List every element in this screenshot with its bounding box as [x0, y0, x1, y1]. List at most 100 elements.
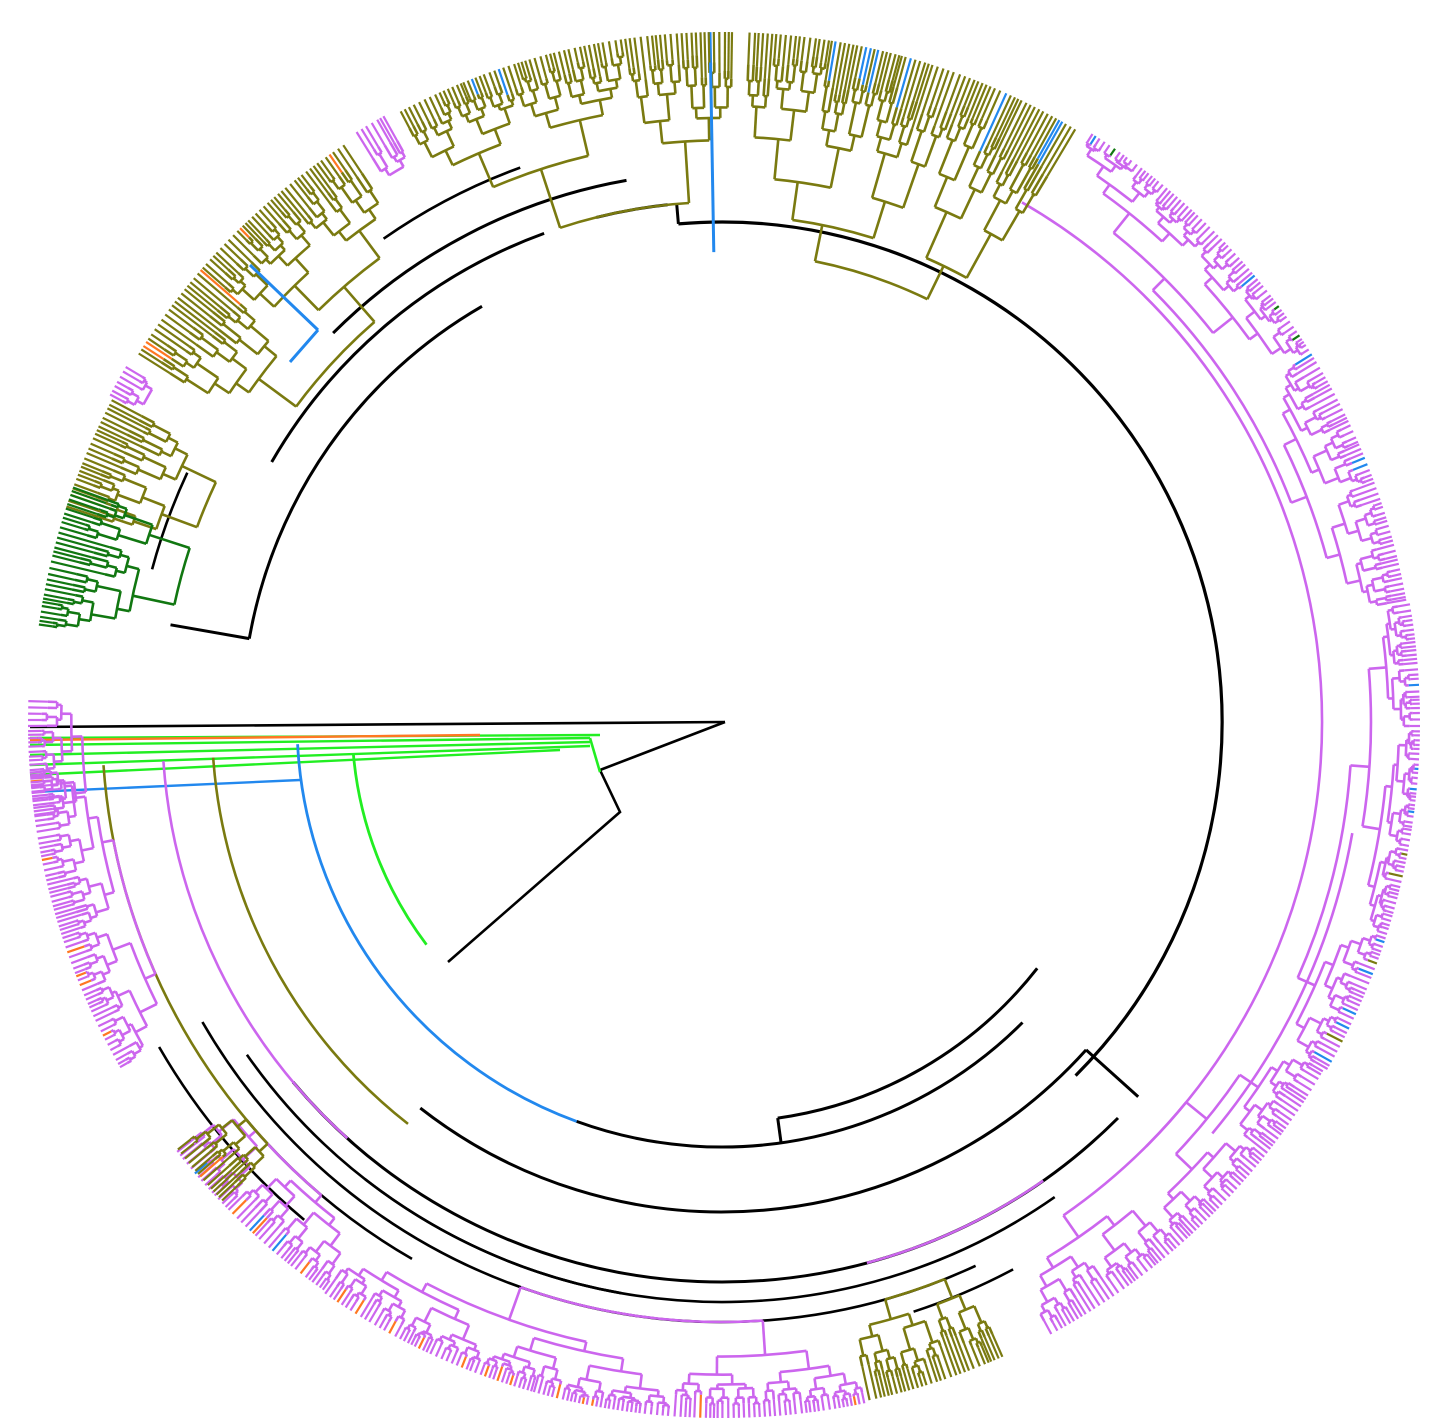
- olive-clade-branch: [984, 1327, 990, 1337]
- olive-clade-branch: [785, 64, 790, 82]
- magenta-clade-tip: [116, 380, 129, 389]
- magenta-clade-branch: [841, 1398, 845, 1403]
- magenta-clade-branch: [133, 1049, 142, 1056]
- olive-clade-branch: [937, 128, 944, 138]
- dark-green-clade-branch: [126, 564, 140, 571]
- magenta-clade-branch: [813, 1378, 818, 1390]
- magenta-clade-branch: [1338, 499, 1350, 507]
- olive-clade-node: [477, 105, 486, 112]
- dark-green-clade-tip: [49, 566, 77, 576]
- magenta-clade-tip: [1157, 183, 1164, 191]
- dark-green-clade-branch: [91, 521, 101, 527]
- magenta-clade-branch: [297, 1226, 309, 1240]
- olive-clade-branch: [162, 358, 176, 368]
- magenta-clade-branch: [1271, 308, 1276, 313]
- olive-clade-branch: [296, 222, 306, 233]
- olive-clade-branch: [185, 361, 195, 369]
- magenta-clade-tip: [537, 1378, 544, 1394]
- olive-clade-tip: [104, 411, 144, 433]
- olive-clade-branch: [681, 60, 685, 69]
- olive-clade-branch: [1001, 174, 1010, 187]
- olive-clade-branch: [224, 286, 232, 294]
- magenta-clade-branch: [1343, 457, 1351, 463]
- olive-clade-branch: [998, 148, 1006, 158]
- magenta-clade-branch: [1368, 666, 1387, 671]
- magenta-clade-branch: [1131, 1209, 1147, 1227]
- magenta-clade-branch: [1110, 164, 1117, 173]
- dark-green-clade-tip: [59, 526, 88, 537]
- magenta-clade-tip: [1383, 912, 1393, 918]
- magenta-clade-branch: [1039, 1313, 1046, 1322]
- magenta-clade-tip: [1316, 398, 1339, 412]
- olive-clade-tip: [100, 421, 128, 436]
- magenta-clade-tip: [1160, 190, 1172, 203]
- olive-clade-branch: [772, 58, 776, 66]
- magenta-clade-branch: [1211, 1187, 1218, 1193]
- magenta-clade-tip: [1406, 653, 1417, 657]
- magenta-clade-node: [1398, 838, 1402, 845]
- magenta-clade-branch: [394, 1315, 400, 1323]
- magenta-clade-tip: [1408, 633, 1415, 637]
- magenta-clade-branch: [1376, 533, 1380, 537]
- olive-clade-branch: [552, 67, 556, 72]
- dark-green-clade-branch: [108, 507, 117, 513]
- olive-clade-tip: [896, 56, 907, 89]
- magenta-clade-branch: [512, 1346, 519, 1358]
- olive-clade-branch: [581, 61, 586, 68]
- dark-green-clade-branch: [78, 561, 91, 567]
- magenta-clade-branch: [328, 1217, 336, 1226]
- olive-clade-tip: [755, 32, 760, 67]
- magenta-clade-branch: [1362, 936, 1371, 942]
- magenta-clade-branch: [1324, 984, 1333, 990]
- magenta-clade-branch: [495, 1366, 499, 1371]
- backbone-arc: [576, 1021, 1024, 1149]
- olive-clade-tip: [154, 328, 187, 352]
- olive-clade-branch: [889, 1369, 894, 1377]
- magenta-clade-branch: [1400, 629, 1406, 633]
- olive-clade-branch: [160, 450, 172, 458]
- magenta-clade-tip: [394, 1323, 403, 1338]
- olive-clade-branch: [170, 357, 185, 368]
- magenta-clade-node: [1276, 329, 1283, 336]
- magenta-clade-branch: [59, 864, 64, 869]
- magenta-clade-branch: [48, 792, 54, 796]
- magenta-clade-node: [1381, 637, 1390, 699]
- magenta-clade-branch: [1246, 284, 1251, 289]
- magenta-clade-tip: [31, 793, 49, 798]
- olive-clade-tip: [412, 104, 424, 123]
- olive-clade-branch: [306, 196, 315, 206]
- olive-clade-branch: [529, 103, 537, 117]
- magenta-clade-tip: [1396, 860, 1406, 865]
- olive-clade-branch: [189, 1135, 196, 1141]
- dark-green-clade-branch: [66, 601, 74, 606]
- magenta-clade-tip: [59, 923, 78, 932]
- olive-clade-tip: [899, 1375, 907, 1392]
- olive-clade-branch: [221, 1119, 233, 1130]
- magenta-clade-branch: [407, 1328, 412, 1333]
- magenta-clade-node: [1409, 777, 1413, 784]
- olive-clade-branch: [252, 254, 263, 265]
- magenta-clade-branch: [314, 1267, 319, 1273]
- dark-green-clade-tip: [58, 531, 111, 549]
- olive-clade-branch: [901, 163, 920, 209]
- olive-clade-tip: [309, 167, 330, 194]
- magenta-clade-tip: [39, 844, 55, 850]
- dark-green-clade-branch: [86, 533, 97, 540]
- magenta-clade-branch: [1078, 1274, 1084, 1280]
- magenta-clade-branch: [842, 1373, 848, 1385]
- magenta-clade-branch: [1396, 847, 1401, 851]
- olive-clade-tip: [196, 272, 239, 309]
- magenta-clade-node: [261, 1183, 274, 1196]
- magenta-clade-branch: [1058, 1278, 1068, 1292]
- magenta-clade-node: [1256, 1115, 1264, 1124]
- olive-clade-branch: [616, 64, 622, 80]
- olive-clade-branch: [891, 87, 899, 104]
- olive-clade-branch: [833, 93, 838, 102]
- magenta-clade-tip: [434, 1344, 443, 1357]
- dark-green-clade-branch: [94, 546, 109, 554]
- magenta-clade-tip: [1157, 1241, 1170, 1256]
- olive-clade-tip: [902, 1369, 911, 1391]
- olive-clade-branch: [695, 55, 699, 68]
- magenta-clade-branch: [1375, 566, 1383, 571]
- magenta-clade-branch: [1225, 1142, 1237, 1153]
